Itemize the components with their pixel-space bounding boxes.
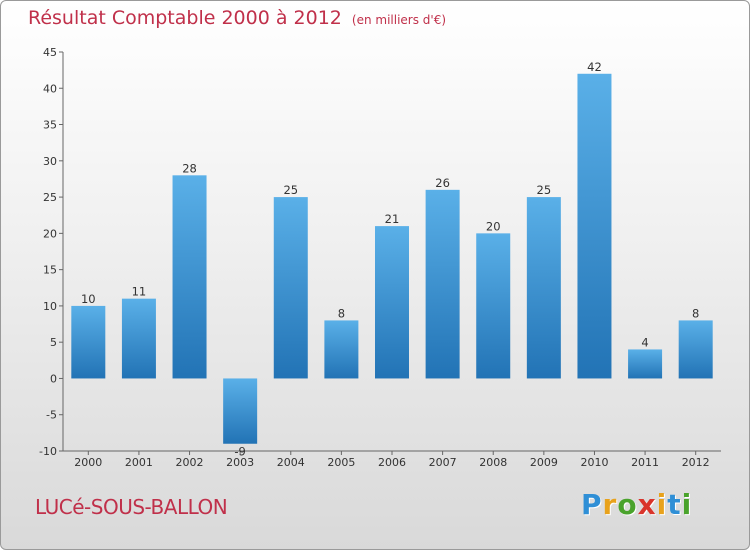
data-label: 4 bbox=[641, 335, 648, 349]
title-unit: (en milliers d'€) bbox=[351, 13, 447, 27]
bar bbox=[375, 226, 409, 379]
bar bbox=[273, 197, 308, 379]
bars bbox=[71, 73, 713, 444]
data-label: 8 bbox=[338, 306, 345, 320]
brand-letter: x bbox=[637, 488, 657, 521]
x-tick-label: 2009 bbox=[530, 456, 558, 469]
bar bbox=[425, 189, 460, 379]
brand-logo: Proxiti bbox=[581, 488, 692, 521]
bar bbox=[324, 320, 359, 379]
brand-letter: r bbox=[602, 488, 618, 521]
bar bbox=[526, 197, 561, 379]
x-tick-label: 2012 bbox=[682, 456, 710, 469]
x-tick-label: 2003 bbox=[226, 456, 254, 469]
chart-title: Résultat Comptable 2000 à 2012 (en millie… bbox=[28, 7, 446, 29]
axes: -10 -5 0 5 10 15 20 25 30 35 40 45 2000 2001 2002 2003 2… bbox=[39, 46, 721, 469]
y-tick-label: 30 bbox=[43, 155, 57, 168]
data-label: 26 bbox=[435, 176, 450, 190]
title-main: Résultat Comptable 2000 à 2012 bbox=[28, 7, 342, 29]
data-label: -9 bbox=[234, 445, 245, 459]
data-label: 11 bbox=[132, 285, 147, 299]
x-tick-label: 2008 bbox=[479, 456, 507, 469]
data-label: 20 bbox=[486, 219, 501, 233]
data-label: 21 bbox=[385, 212, 400, 226]
data-label: 10 bbox=[81, 292, 96, 306]
data-label: 25 bbox=[283, 183, 298, 197]
y-tick-label: 10 bbox=[43, 300, 57, 313]
y-tick-label: -10 bbox=[39, 445, 57, 458]
x-tick-label: 2007 bbox=[429, 456, 457, 469]
x-tick-label: 2006 bbox=[378, 456, 406, 469]
x-tick-label: 2004 bbox=[277, 456, 305, 469]
data-label: 8 bbox=[692, 306, 699, 320]
y-tick-label: 45 bbox=[43, 46, 57, 59]
y-tick-label: 0 bbox=[50, 372, 57, 385]
y-tick-label: 5 bbox=[50, 336, 57, 349]
bar bbox=[628, 349, 663, 379]
y-tick-label: -5 bbox=[46, 409, 57, 422]
data-label: 42 bbox=[587, 60, 602, 74]
x-tick-label: 2010 bbox=[580, 456, 608, 469]
y-tick-label: 15 bbox=[43, 264, 57, 277]
data-label: 28 bbox=[182, 161, 197, 175]
brand-letter: P bbox=[581, 488, 603, 521]
x-tick-label: 2000 bbox=[74, 456, 102, 469]
brand-letter: o bbox=[617, 488, 638, 521]
bar bbox=[121, 298, 156, 379]
brand-letter: t bbox=[667, 488, 682, 521]
x-tick-label: 2011 bbox=[631, 456, 659, 469]
x-tick-label: 2001 bbox=[125, 456, 153, 469]
bar bbox=[476, 233, 511, 379]
x-tick-label: 2005 bbox=[327, 456, 355, 469]
y-tick-label: 25 bbox=[43, 191, 57, 204]
data-label: 25 bbox=[537, 183, 552, 197]
bar bbox=[223, 378, 258, 444]
labels: 10 11 28 -9 25 8 21 26 20 25 42 4 8 bbox=[81, 60, 699, 459]
bar bbox=[577, 73, 612, 379]
y-tick-label: 35 bbox=[43, 119, 57, 132]
brand-letter: i bbox=[681, 488, 693, 521]
y-tick-label: 40 bbox=[43, 82, 57, 95]
bar bbox=[71, 305, 106, 379]
bar bbox=[172, 175, 207, 379]
x-tick-label: 2002 bbox=[176, 456, 204, 469]
bar bbox=[678, 320, 713, 379]
commune-name: LUCé-SOUS-BALLON bbox=[35, 495, 228, 519]
y-tick-label: 20 bbox=[43, 227, 57, 240]
brand-letter: i bbox=[656, 488, 668, 521]
